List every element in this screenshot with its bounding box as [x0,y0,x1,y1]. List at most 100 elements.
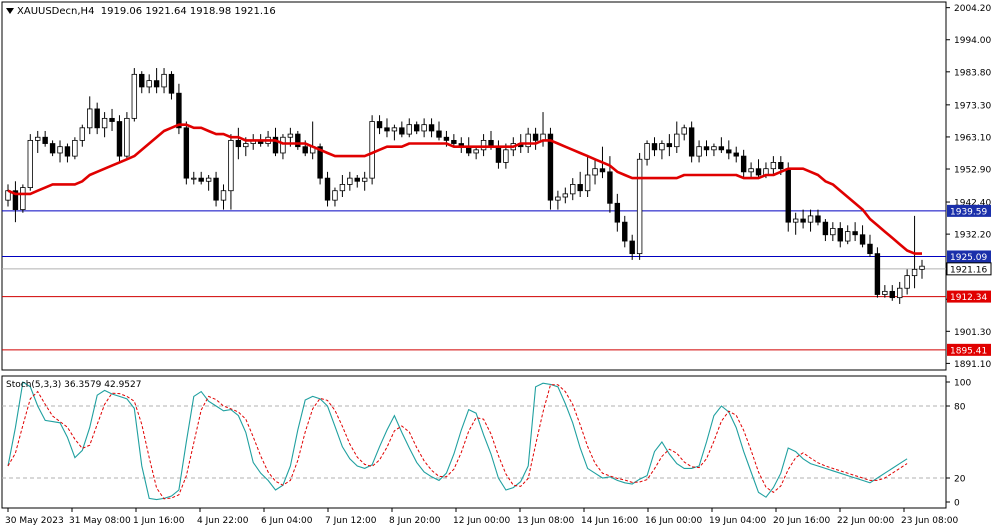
bull-candle-body [124,117,130,157]
bull-candle-body [228,139,234,192]
level-tag [947,250,991,263]
candle [5,184,11,207]
stoch-tick-label: 0 [954,499,960,509]
current-price-label: 1921.16 [950,265,987,275]
bull-candle-body [391,127,398,132]
bear-candle-body [614,202,621,223]
candle [280,134,286,160]
candle [228,134,234,210]
bear-candle-body [295,133,301,148]
level-tag-label: 1895.41 [950,346,987,356]
bull-candle-body [243,143,249,148]
bear-candle-body [317,146,323,179]
bull-candle-body [339,184,346,192]
candle [421,118,427,138]
candle [391,124,398,141]
bull-candle-body [332,190,338,201]
bear-candle-body [324,177,331,201]
bear-candle-body [822,221,829,236]
symbol-label: XAUUSDecn,H4 [17,6,95,17]
bull-candle-body [748,168,754,173]
bull-candle-body [830,228,836,236]
bear-candle-body [778,162,784,170]
bear-candle-body [726,149,732,154]
bull-candle-body [904,275,910,289]
bull-candle-body [57,146,63,154]
bull-candle-body [584,174,591,192]
level-tag-label: 1912.34 [950,293,987,303]
bull-candle-body [205,177,212,182]
bear-candle-body [547,133,554,201]
candle [94,102,100,135]
price-tick-label: 1901.30 [954,328,991,338]
bear-candle-body [688,127,695,157]
candle [27,134,33,191]
bull-candle-body [636,158,643,255]
bull-candle-body [592,168,598,176]
bull-candle-body [101,117,108,129]
bear-candle-body [436,130,442,138]
bear-candle-body [384,127,390,132]
candle [399,121,405,138]
bull-candle-body [659,143,665,151]
bear-candle-body [94,108,100,129]
candle [12,181,19,223]
bull-candle-body [27,139,33,188]
bear-candle-body [703,146,710,151]
level-tag-label: 1939.59 [950,207,987,217]
candle [376,115,383,135]
bear-candle-body [428,124,435,132]
candle [183,121,190,185]
bear-candle-body [302,146,308,154]
bear-candle-body [815,215,821,223]
candle [859,225,866,248]
bull-candle-body [287,133,294,138]
collapse-triangle-icon[interactable] [6,8,14,14]
bear-candle-body [198,177,204,182]
candle [837,222,843,248]
candle [406,118,412,138]
stochastic-label: Stoch(5,3,3) 36.3579 42.9527 [6,380,142,390]
bear-candle-body [874,253,881,295]
candle [495,140,502,169]
bear-candle-body [599,168,606,173]
candle [235,127,242,160]
candle [42,130,48,147]
candle [800,209,806,229]
candle [79,124,86,147]
candle [755,159,762,179]
price-tick-label: 1932.20 [954,231,991,241]
candle [911,215,918,289]
bear-candle-body [867,243,873,255]
bear-candle-body [532,133,539,141]
bear-candle-body [859,234,866,245]
candle [332,187,338,207]
level-tag [947,204,991,217]
candle [57,140,63,163]
candle [785,162,791,232]
bull-candle-body [807,215,814,223]
bear-candle-body [116,121,123,157]
candle [740,149,747,179]
candle [815,209,821,226]
candle [651,137,658,157]
candle [64,143,71,163]
bear-candle-body [852,231,858,236]
candle [458,137,464,153]
candle [339,174,346,198]
price-tick-label: 2004.20 [954,4,991,14]
bull-candle-body [361,177,368,182]
bull-candle-body [20,187,26,210]
candle [525,127,531,153]
stochastic-panel-frame [1,375,947,509]
price-tick-label: 1973.30 [954,101,991,111]
candle [622,215,628,248]
candle [101,112,108,138]
candle [733,146,739,163]
bull-candle-body [770,162,777,170]
bull-candle-body [525,133,531,148]
candle [124,112,130,160]
bear-candle-body [837,228,843,242]
stochastic-signal-line [7,384,908,500]
